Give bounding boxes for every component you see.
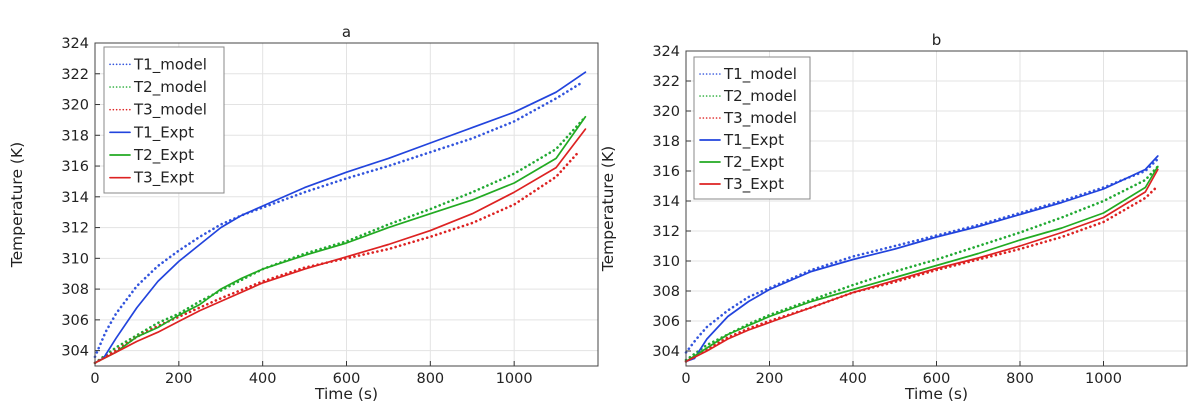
chart0-panel: 0 200 400 600 800 1000 304 306 308 310 312 314 316 31…: [8, 23, 599, 403]
chart1-legend-box: [693, 56, 811, 200]
chart0-legend-label-5: T3_Expt: [133, 169, 194, 188]
chart0-legend-box: [103, 46, 225, 194]
chart1-axes-frame: [685, 50, 1188, 367]
chart0-xtick-label-2: 400: [249, 371, 277, 387]
chart1-legend-label-4: T2_Expt: [723, 153, 784, 172]
chart1-xtick-label-5: 1000: [1085, 371, 1122, 387]
chart0-ytick-label-0: 304: [61, 344, 89, 360]
chart1-xtick-label-1: 200: [756, 371, 784, 387]
chart1-ytick-label-5: 314: [652, 194, 680, 210]
chart0-legend-label-3: T1_Expt: [133, 123, 194, 142]
chart0-ytick-label-6: 316: [61, 159, 89, 175]
chart0-series-t3-expt: [94, 128, 587, 364]
chart0-ytick-label-3: 310: [61, 251, 89, 267]
chart1-ytick-label-1: 306: [652, 314, 680, 330]
chart0-ytick-label-1: 306: [61, 313, 89, 329]
chart0-ytick-label-4: 312: [61, 221, 89, 237]
chart0-ytick-label-9: 322: [61, 67, 89, 83]
chart1-ytick-label-3: 310: [652, 254, 680, 270]
chart0-ytick-label-7: 318: [61, 128, 89, 144]
chart0-legend-label-1: T2_model: [133, 78, 207, 97]
chart0-ytick-label-2: 308: [61, 282, 89, 298]
chart1-series-t3-model: [684, 184, 1160, 363]
chart1-legend-label-1: T2_model: [723, 87, 797, 106]
chart0-xtick-label-0: 0: [90, 371, 99, 387]
chart1-ytick-label-9: 322: [652, 74, 680, 90]
chart0-legend-label-2: T3_model: [133, 101, 207, 120]
chart1-ytick-label-7: 318: [652, 134, 680, 150]
chart1-legend: T1_model T2_model T3_model T1_Expt T2_Expt T3…: [693, 56, 811, 200]
chart1-ytick-label-4: 312: [652, 224, 680, 240]
chart1-xtick-label-2: 400: [839, 371, 867, 387]
chart1-legend-label-2: T3_model: [723, 109, 797, 128]
chart0-ylabel: Temperature (K): [8, 142, 26, 268]
chart1-ytick-label-0: 304: [652, 344, 680, 360]
chart1-xlabel: Time (s): [904, 385, 968, 403]
chart1-series-t2-expt: [685, 165, 1159, 363]
chart1-ytick-label-6: 316: [652, 164, 680, 180]
chart1-legend-label-0: T1_model: [723, 65, 797, 84]
chart0-series-t2-model: [93, 115, 587, 365]
chart1-series-t3-expt: [685, 168, 1159, 363]
chart0-series-t1-expt: [94, 71, 587, 364]
chart1-xtick-label-4: 800: [1006, 371, 1034, 387]
chart1-title: b: [932, 31, 942, 49]
chart0-ytick-label-8: 320: [61, 98, 89, 114]
chart0-legend-label-0: T1_model: [133, 55, 207, 74]
chart1-ytick-label-8: 320: [652, 104, 680, 120]
chart1-xtick-label-3: 600: [923, 371, 951, 387]
chart0-legend-label-4: T2_Expt: [133, 146, 194, 165]
chart1-ytick-label-2: 308: [652, 284, 680, 300]
chart0-xtick-label-3: 600: [333, 371, 361, 387]
chart0-ytick-label-10: 324: [61, 36, 89, 52]
chart0-xtick-label-4: 800: [416, 371, 444, 387]
chart0-xlabel: Time (s): [314, 385, 378, 403]
chart0-title: a: [342, 23, 351, 41]
chart1-ylabel: Temperature (K): [599, 146, 617, 272]
chart0-xtick-label-5: 1000: [496, 371, 533, 387]
chart1-legend-label-3: T1_Expt: [723, 131, 784, 150]
chart1-legend-label-5: T3_Expt: [723, 175, 784, 194]
chart1-ytick-label-10: 324: [652, 44, 680, 60]
chart1-series-t1-expt: [685, 155, 1159, 363]
chart0-legend: T1_model T2_model T3_model T1_Expt T2_Expt T3…: [103, 46, 225, 194]
chart0-series-t2-expt: [94, 115, 587, 364]
chart0-xtick-label-1: 200: [165, 371, 193, 387]
chart0-ytick-label-5: 314: [61, 190, 89, 206]
chart1-series-t1-model: [684, 157, 1160, 354]
chart1-panel: 0 200 400 600 800 1000 304 306 308 310 312 314 316 31…: [599, 31, 1188, 403]
chart1-xtick-label-0: 0: [681, 371, 690, 387]
chart0-axes-frame: [94, 42, 599, 367]
